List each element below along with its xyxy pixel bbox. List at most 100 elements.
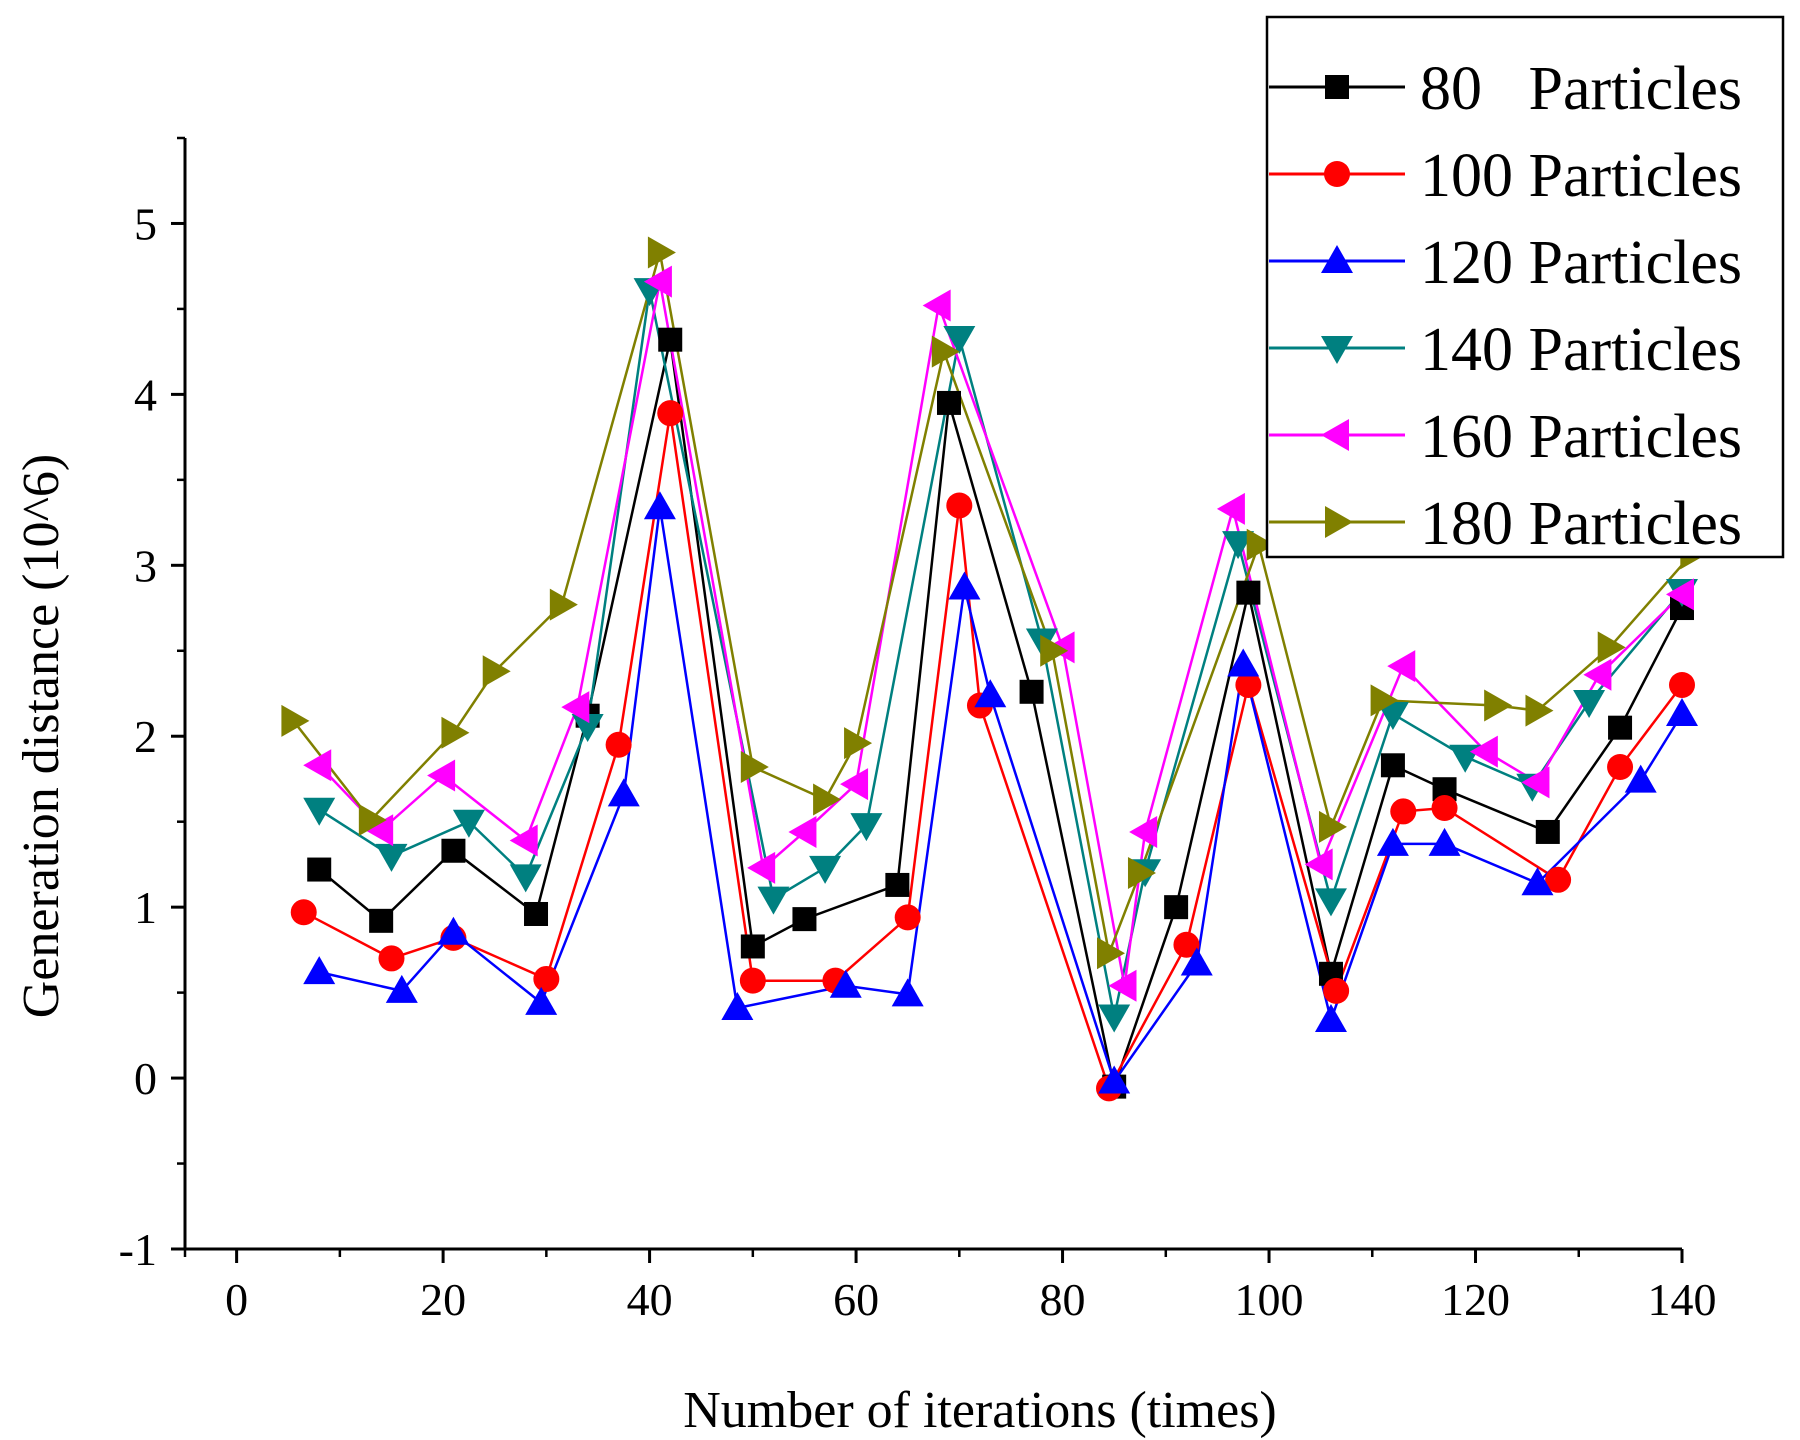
data-point — [1376, 827, 1409, 856]
legend-label: 120 Particles — [1420, 229, 1742, 297]
y-tick-label: 5 — [134, 198, 157, 249]
data-point — [1608, 715, 1633, 740]
data-point — [657, 400, 684, 427]
series-line-4 — [318, 281, 1683, 987]
data-point — [1521, 867, 1554, 896]
data-point — [1222, 531, 1255, 560]
data-point — [943, 325, 976, 354]
legend-label: 100 Particles — [1420, 142, 1742, 210]
data-point — [809, 855, 842, 884]
data-point — [658, 327, 683, 352]
legend: 80 Particles 100 Particles 120 Particles 14… — [1265, 15, 1785, 559]
data-point — [643, 491, 676, 520]
data-point — [757, 886, 790, 915]
data-point — [885, 872, 910, 897]
data-point — [441, 838, 466, 863]
data-point — [1323, 977, 1350, 1004]
data-point — [290, 899, 317, 926]
data-point — [1545, 866, 1572, 893]
data-point — [427, 759, 456, 792]
data-point — [792, 907, 817, 932]
data-point — [1236, 580, 1261, 605]
data-point — [1428, 827, 1461, 856]
data-point — [307, 857, 332, 882]
data-point — [1370, 684, 1399, 717]
data-point — [605, 731, 632, 758]
x-axis-title: Number of iterations (times) — [683, 1382, 1277, 1439]
data-point — [1246, 528, 1275, 561]
data-point — [1624, 764, 1657, 793]
data-point — [303, 797, 336, 826]
data-point — [1607, 753, 1634, 780]
data-point — [1535, 819, 1560, 844]
legend-label: 80 Particles — [1420, 55, 1742, 123]
data-point — [1180, 947, 1213, 976]
data-point — [1314, 888, 1347, 917]
data-point — [303, 749, 332, 782]
data-point — [1216, 492, 1245, 525]
data-point — [844, 727, 873, 760]
legend-label: 160 Particles — [1420, 403, 1742, 471]
data-point — [721, 991, 754, 1020]
data-point — [365, 814, 394, 847]
data-point — [375, 843, 408, 872]
data-point — [1304, 848, 1333, 881]
data-point — [747, 851, 776, 884]
data-point — [829, 969, 862, 998]
x-tick-label: 0 — [225, 1274, 248, 1325]
data-point — [1227, 648, 1260, 677]
y-tick-label: -1 — [119, 1224, 157, 1275]
data-point — [1127, 856, 1156, 889]
y-tick-label: 4 — [134, 369, 157, 420]
y-axis-title: Generation distance (10^6) — [13, 454, 70, 1018]
data-point — [891, 978, 924, 1007]
y-tick-label: 1 — [134, 882, 157, 933]
data-point — [1390, 798, 1417, 825]
data-point — [607, 778, 640, 807]
legend-marker — [1321, 419, 1349, 451]
y-axis-ticks: -1 0 1 2 3 4 5 — [119, 136, 185, 1275]
x-tick-label: 40 — [627, 1274, 673, 1325]
data-point — [452, 809, 485, 838]
legend-marker — [1324, 161, 1350, 187]
data-point — [524, 901, 549, 926]
y-tick-label: 0 — [134, 1053, 157, 1104]
data-point — [894, 904, 921, 931]
x-tick-label: 60 — [833, 1274, 879, 1325]
data-point — [1129, 815, 1158, 848]
data-point — [850, 813, 883, 842]
data-point — [378, 945, 405, 972]
x-tick-label: 100 — [1235, 1274, 1304, 1325]
data-point — [740, 934, 765, 959]
data-point — [1666, 698, 1698, 727]
data-point — [1314, 1003, 1347, 1032]
data-point — [1019, 679, 1044, 704]
data-point — [1484, 689, 1513, 722]
legend-label: 140 Particles — [1420, 316, 1742, 384]
y-tick-label: 3 — [134, 540, 157, 591]
data-point — [1098, 1004, 1131, 1033]
data-point — [281, 704, 310, 737]
data-point — [571, 713, 604, 742]
data-point — [739, 967, 766, 994]
legend-box — [1265, 15, 1785, 559]
series-markers — [281, 236, 1709, 1102]
x-tick-label: 120 — [1441, 1274, 1510, 1325]
series-line-2 — [318, 507, 1684, 1085]
data-point — [740, 750, 769, 783]
data-point — [931, 335, 960, 368]
data-point — [643, 265, 672, 298]
x-tick-label: 140 — [1648, 1274, 1717, 1325]
x-axis-ticks: 0 20 40 60 80 100 120 140 — [183, 1249, 1717, 1325]
data-point — [813, 783, 842, 816]
data-point — [647, 236, 676, 269]
data-point — [385, 974, 418, 1003]
data-point — [936, 390, 961, 415]
series-line-5 — [292, 252, 1694, 958]
data-point — [1669, 671, 1695, 698]
data-point — [1387, 650, 1416, 683]
data-point — [1573, 690, 1606, 719]
legend-marker — [1321, 245, 1353, 273]
data-point — [441, 716, 470, 749]
